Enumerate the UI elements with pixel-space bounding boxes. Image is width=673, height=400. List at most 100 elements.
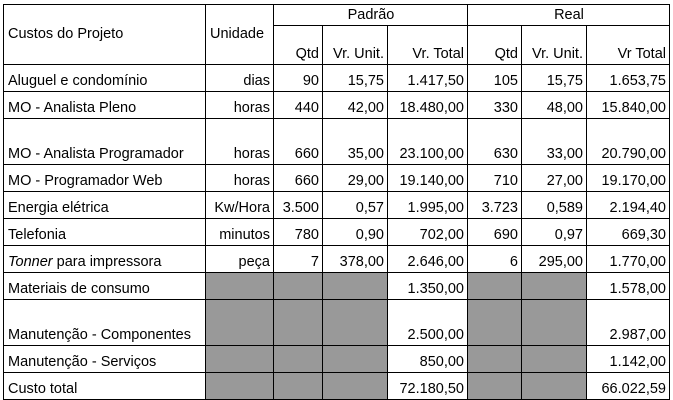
cell-real-qty	[467, 299, 522, 346]
cell-real-qty: 3.723	[467, 191, 522, 219]
cell-real-unit: 33,00	[521, 118, 587, 165]
header-group-real: Real	[467, 4, 670, 26]
cell-std-unit: 0,90	[322, 218, 388, 246]
cell-std-unit	[322, 272, 388, 300]
cell-item: Tonner para impressora	[3, 245, 206, 273]
cell-std-total: 2.500,00	[387, 299, 468, 346]
cell-real-unit: 15,75	[521, 64, 587, 92]
table-row: Energia elétrica Kw/Hora 3.500 0,57 1.995,00…	[3, 191, 670, 219]
header-real-total: Vr Total	[586, 25, 670, 65]
cell-real-qty: 710	[467, 164, 522, 192]
table-row: MO - Analista Programador horas 660 35,00 23…	[3, 118, 670, 165]
cell-item: Manutenção - Componentes	[3, 299, 206, 346]
cell-real-unit	[521, 372, 587, 400]
table-row: Tonner para impressora peça 7 378,00 2.646,0…	[3, 245, 670, 273]
cell-item: Energia elétrica	[3, 191, 206, 219]
cell-std-qty: 440	[273, 91, 323, 119]
cell-real-total: 2.987,00	[586, 299, 670, 346]
cell-unit: Kw/Hora	[205, 191, 274, 219]
cell-real-unit: 27,00	[521, 164, 587, 192]
cell-std-total: 19.140,00	[387, 164, 468, 192]
cell-real-qty: 330	[467, 91, 522, 119]
header-unit: Unidade	[205, 4, 274, 65]
cell-real-total: 1.142,00	[586, 345, 670, 373]
cell-std-total: 1.350,00	[387, 272, 468, 300]
cell-real-unit	[521, 299, 587, 346]
cell-real-total: 20.790,00	[586, 118, 670, 165]
cell-real-unit	[521, 345, 587, 373]
cell-std-unit	[322, 372, 388, 400]
cell-item: MO - Analista Programador	[3, 118, 206, 165]
table-row: Manutenção - Componentes 2.500,00 2.987,00	[3, 299, 670, 346]
cell-item: Manutenção - Serviços	[3, 345, 206, 373]
cell-real-total: 1.653,75	[586, 64, 670, 92]
header-item: Custos do Projeto	[3, 4, 206, 65]
cell-std-qty: 660	[273, 164, 323, 192]
table-row: Materiais de consumo 1.350,00 1.578,00	[3, 272, 670, 300]
cell-std-total: 850,00	[387, 345, 468, 373]
table-row: Telefonia minutos 780 0,90 702,00 690 0,97 669,…	[3, 218, 670, 246]
cell-std-unit	[322, 345, 388, 373]
table-row: Manutenção - Serviços 850,00 1.142,00	[3, 345, 670, 373]
cell-std-qty: 7	[273, 245, 323, 273]
cell-real-unit: 295,00	[521, 245, 587, 273]
cell-std-unit: 15,75	[322, 64, 388, 92]
cell-real-total: 2.194,40	[586, 191, 670, 219]
cell-std-unit: 0,57	[322, 191, 388, 219]
table-row: Aluguel e condomínio dias 90 15,75 1.417,50 1…	[3, 64, 670, 92]
cell-unit: peça	[205, 245, 274, 273]
cell-real-qty: 6	[467, 245, 522, 273]
cell-unit: horas	[205, 164, 274, 192]
cell-item: MO - Analista Pleno	[3, 91, 206, 119]
cell-std-qty	[273, 299, 323, 346]
cell-std-qty	[273, 372, 323, 400]
cell-std-unit	[322, 299, 388, 346]
cell-std-qty: 660	[273, 118, 323, 165]
cell-real-total: 669,30	[586, 218, 670, 246]
table-body: Aluguel e condomínio dias 90 15,75 1.417,50 1…	[3, 64, 670, 400]
cell-real-qty	[467, 272, 522, 300]
cell-real-unit	[521, 272, 587, 300]
cell-item: Custo total	[3, 372, 206, 400]
cell-unit	[205, 299, 274, 346]
header-std-qty: Qtd	[273, 25, 323, 65]
cell-real-qty: 630	[467, 118, 522, 165]
cell-real-total: 66.022,59	[586, 372, 670, 400]
cell-real-qty	[467, 345, 522, 373]
cell-unit	[205, 372, 274, 400]
cell-real-qty	[467, 372, 522, 400]
cell-item: Telefonia	[3, 218, 206, 246]
cell-std-total: 1.417,50	[387, 64, 468, 92]
cell-real-qty: 690	[467, 218, 522, 246]
cell-item: MO - Programador Web	[3, 164, 206, 192]
cell-item: Materiais de consumo	[3, 272, 206, 300]
cell-unit: minutos	[205, 218, 274, 246]
cell-std-total: 1.995,00	[387, 191, 468, 219]
project-costs-table: Custos do Projeto Unidade Padrão Real Qt…	[3, 4, 670, 400]
cell-real-unit: 0,97	[521, 218, 587, 246]
cell-item-italic: Tonner	[8, 254, 53, 270]
cell-std-total: 702,00	[387, 218, 468, 246]
cell-std-total: 72.180,50	[387, 372, 468, 400]
cell-unit: horas	[205, 91, 274, 119]
cell-unit: dias	[205, 64, 274, 92]
header-real-qty: Qtd	[467, 25, 522, 65]
cell-real-total: 15.840,00	[586, 91, 670, 119]
table-row: MO - Analista Pleno horas 440 42,00 18.480,0…	[3, 91, 670, 119]
cell-unit	[205, 345, 274, 373]
cell-std-total: 23.100,00	[387, 118, 468, 165]
cell-std-unit: 378,00	[322, 245, 388, 273]
cell-real-qty: 105	[467, 64, 522, 92]
cell-std-qty: 90	[273, 64, 323, 92]
table-row: Custo total 72.180,50 66.022,59	[3, 372, 670, 400]
cell-std-total: 2.646,00	[387, 245, 468, 273]
header-std-unit-value: Vr. Unit.	[322, 25, 388, 65]
cell-real-unit: 48,00	[521, 91, 587, 119]
cell-std-qty: 780	[273, 218, 323, 246]
header-group-standard: Padrão	[273, 4, 468, 26]
cell-real-total: 1.770,00	[586, 245, 670, 273]
cell-unit: horas	[205, 118, 274, 165]
table-row: MO - Programador Web horas 660 29,00 19.140,…	[3, 164, 670, 192]
cell-std-unit: 29,00	[322, 164, 388, 192]
cell-std-qty	[273, 272, 323, 300]
